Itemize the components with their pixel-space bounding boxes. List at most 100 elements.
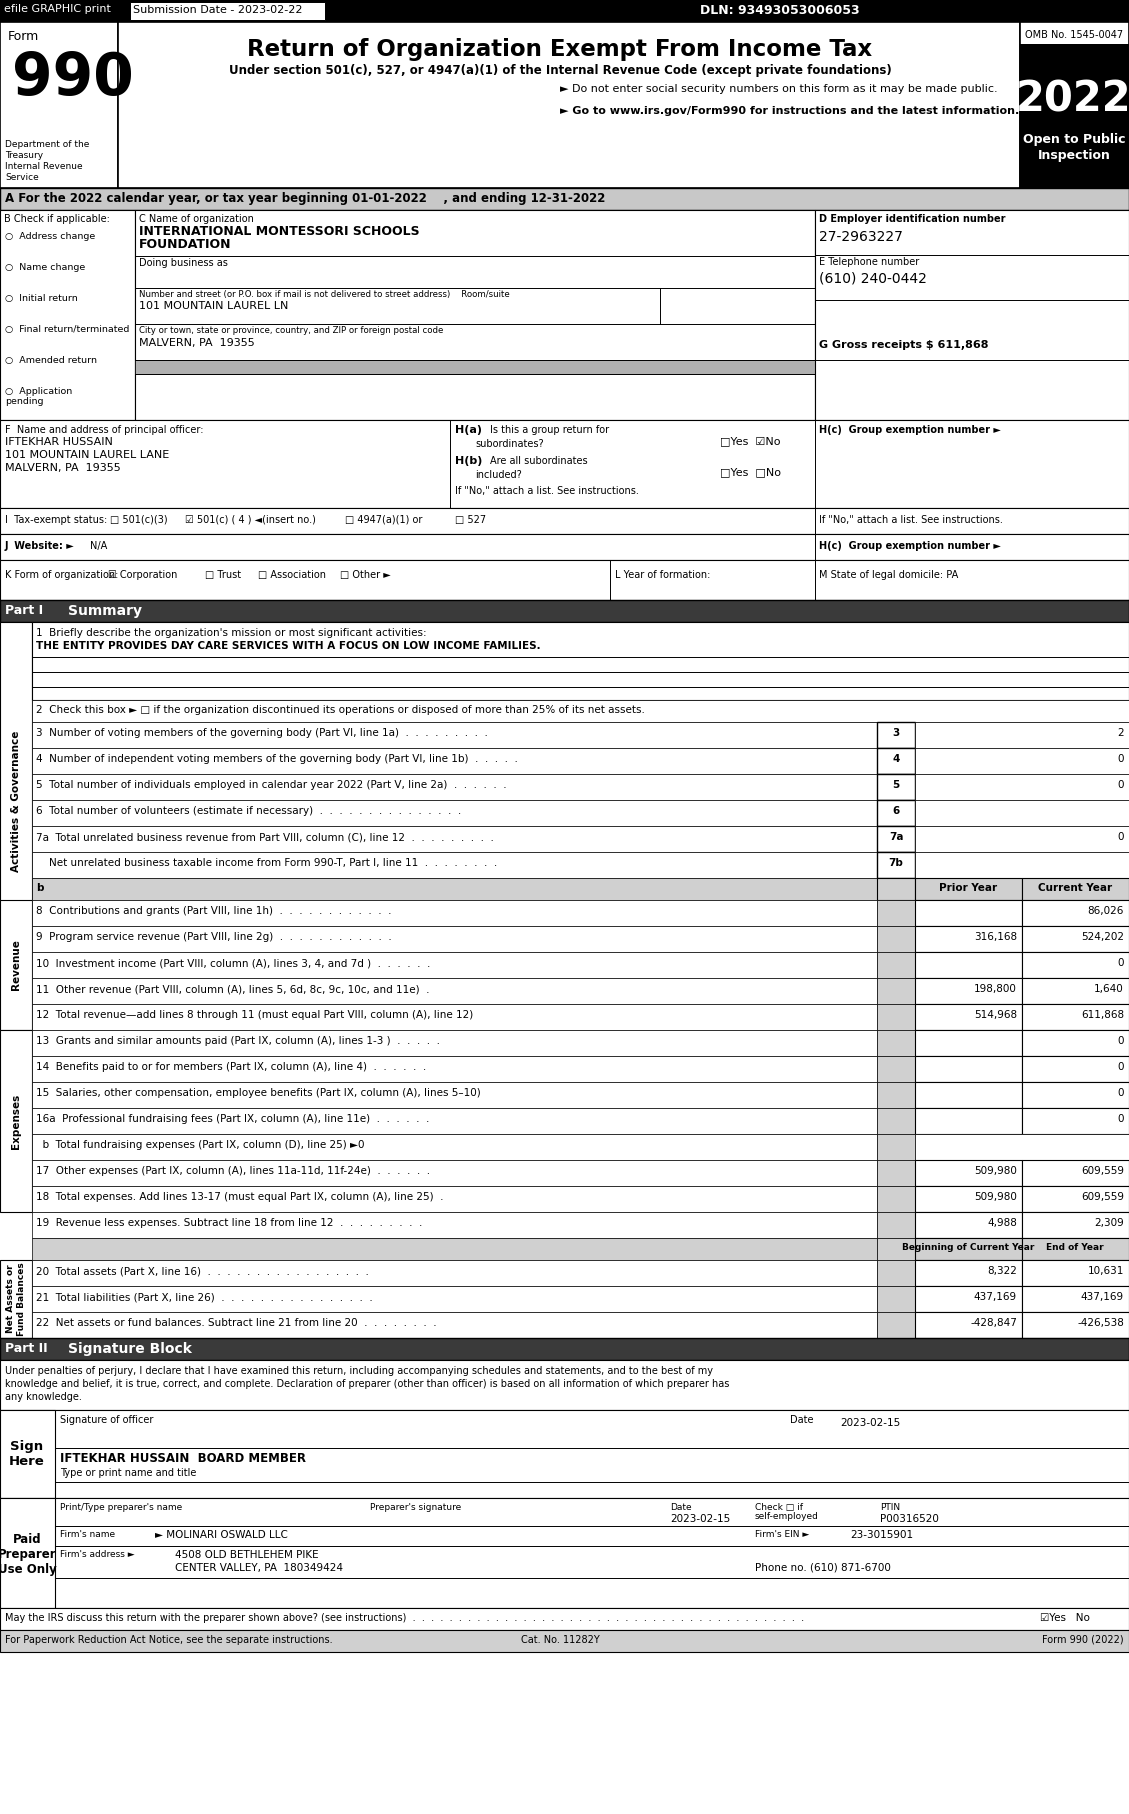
Text: knowledge and belief, it is true, correct, and complete. Declaration of preparer: knowledge and belief, it is true, correc… bbox=[5, 1379, 729, 1390]
Text: C Name of organization: C Name of organization bbox=[139, 214, 254, 223]
Bar bbox=[32, 825, 877, 853]
Bar bbox=[1022, 1286, 1129, 1312]
Bar bbox=[914, 1081, 1022, 1108]
Bar bbox=[877, 925, 914, 952]
Text: Phone no. (610) 871-6700: Phone no. (610) 871-6700 bbox=[755, 1564, 891, 1573]
Bar bbox=[1022, 952, 1129, 978]
Text: Is this a group return for: Is this a group return for bbox=[490, 424, 610, 435]
Text: 6  Total number of volunteers (estimate if necessary)  .  .  .  .  .  .  .  .  .: 6 Total number of volunteers (estimate i… bbox=[36, 805, 462, 816]
Bar bbox=[914, 1159, 1022, 1186]
Bar bbox=[32, 952, 877, 978]
Text: 437,169: 437,169 bbox=[974, 1292, 1017, 1302]
Bar bbox=[1022, 1159, 1129, 1186]
Text: 14  Benefits paid to or for members (Part IX, column (A), line 4)  .  .  .  .  .: 14 Benefits paid to or for members (Part… bbox=[36, 1061, 427, 1072]
Bar bbox=[0, 1339, 1129, 1360]
Text: b  Total fundraising expenses (Part IX, column (D), line 25) ►0: b Total fundraising expenses (Part IX, c… bbox=[36, 1139, 365, 1150]
Text: 101 MOUNTAIN LAUREL LANE: 101 MOUNTAIN LAUREL LANE bbox=[5, 450, 169, 461]
Text: 609,559: 609,559 bbox=[1080, 1192, 1124, 1203]
Bar bbox=[0, 189, 1129, 210]
Text: 524,202: 524,202 bbox=[1080, 932, 1124, 941]
Text: 12  Total revenue—add lines 8 through 11 (must equal Part VIII, column (A), line: 12 Total revenue—add lines 8 through 11 … bbox=[36, 1010, 473, 1019]
Bar bbox=[32, 1261, 877, 1286]
Bar bbox=[1022, 978, 1129, 1003]
Text: Are all subordinates: Are all subordinates bbox=[490, 455, 587, 466]
Text: Net unrelated business taxable income from Form 990-T, Part I, line 11  .  .  . : Net unrelated business taxable income fr… bbox=[36, 858, 497, 869]
Text: Revenue: Revenue bbox=[11, 940, 21, 990]
Text: □ Association: □ Association bbox=[259, 570, 326, 580]
Text: 20  Total assets (Part X, line 16)  .  .  .  .  .  .  .  .  .  .  .  .  .  .  . : 20 Total assets (Part X, line 16) . . . … bbox=[36, 1266, 369, 1275]
Text: any knowledge.: any knowledge. bbox=[5, 1391, 82, 1402]
Bar bbox=[914, 1286, 1022, 1312]
Text: H(a): H(a) bbox=[455, 424, 482, 435]
Bar bbox=[877, 1030, 914, 1056]
Text: 0: 0 bbox=[1118, 1088, 1124, 1097]
Text: 2022: 2022 bbox=[1016, 78, 1129, 120]
Bar bbox=[877, 1108, 914, 1134]
Bar bbox=[877, 1056, 914, 1081]
Text: Number and street (or P.O. box if mail is not delivered to street address)    Ro: Number and street (or P.O. box if mail i… bbox=[139, 290, 510, 299]
Text: H(b): H(b) bbox=[455, 455, 482, 466]
Text: THE ENTITY PROVIDES DAY CARE SERVICES WITH A FOCUS ON LOW INCOME FAMILIES.: THE ENTITY PROVIDES DAY CARE SERVICES WI… bbox=[36, 640, 541, 651]
Text: Internal Revenue: Internal Revenue bbox=[5, 161, 82, 171]
Text: 21  Total liabilities (Part X, line 26)  .  .  .  .  .  .  .  .  .  .  .  .  .  : 21 Total liabilities (Part X, line 26) .… bbox=[36, 1292, 373, 1302]
Text: INTERNATIONAL MONTESSORI SCHOOLS: INTERNATIONAL MONTESSORI SCHOOLS bbox=[139, 225, 420, 238]
Text: ○  Final return/terminated: ○ Final return/terminated bbox=[5, 325, 130, 334]
Bar bbox=[877, 1003, 914, 1030]
Bar bbox=[877, 952, 914, 978]
Bar bbox=[877, 1286, 914, 1312]
Text: L Year of formation:: L Year of formation: bbox=[615, 570, 710, 580]
Text: included?: included? bbox=[475, 470, 522, 481]
Text: 4: 4 bbox=[892, 755, 900, 764]
Text: Date: Date bbox=[669, 1504, 692, 1513]
Text: 609,559: 609,559 bbox=[1080, 1166, 1124, 1175]
Bar bbox=[0, 0, 1129, 22]
Bar bbox=[877, 978, 914, 1003]
Text: 4  Number of independent voting members of the governing body (Part VI, line 1b): 4 Number of independent voting members o… bbox=[36, 755, 518, 764]
Text: Net Assets or
Fund Balances: Net Assets or Fund Balances bbox=[7, 1263, 26, 1335]
Text: 990: 990 bbox=[12, 51, 133, 107]
Bar bbox=[0, 1030, 32, 1212]
Text: Under section 501(c), 527, or 4947(a)(1) of the Internal Revenue Code (except pr: Under section 501(c), 527, or 4947(a)(1)… bbox=[229, 63, 892, 76]
Bar bbox=[914, 1134, 1129, 1159]
Text: 4508 OLD BETHLEHEM PIKE: 4508 OLD BETHLEHEM PIKE bbox=[175, 1549, 318, 1560]
Text: IFTEKHAR HUSSAIN  BOARD MEMBER: IFTEKHAR HUSSAIN BOARD MEMBER bbox=[60, 1451, 306, 1466]
Bar bbox=[1022, 1312, 1129, 1339]
Bar bbox=[914, 825, 1129, 853]
Text: Treasury: Treasury bbox=[5, 151, 43, 160]
Text: 7a: 7a bbox=[889, 833, 903, 842]
Text: Signature Block: Signature Block bbox=[68, 1342, 192, 1357]
Text: ☑ Corporation: ☑ Corporation bbox=[108, 570, 177, 580]
Bar bbox=[32, 1134, 877, 1159]
Text: Doing business as: Doing business as bbox=[139, 258, 228, 268]
Bar bbox=[914, 1030, 1022, 1056]
Text: 22  Net assets or fund balances. Subtract line 21 from line 20  .  .  .  .  .  .: 22 Net assets or fund balances. Subtract… bbox=[36, 1319, 437, 1328]
Text: 611,868: 611,868 bbox=[1080, 1010, 1124, 1019]
Text: Activities & Governance: Activities & Governance bbox=[11, 731, 21, 873]
Bar bbox=[914, 1237, 1022, 1261]
Bar bbox=[877, 1261, 914, 1286]
Text: 16a  Professional fundraising fees (Part IX, column (A), line 11e)  .  .  .  .  : 16a Professional fundraising fees (Part … bbox=[36, 1114, 429, 1125]
Text: E Telephone number: E Telephone number bbox=[819, 258, 919, 267]
Bar bbox=[0, 1631, 1129, 1653]
Bar bbox=[877, 775, 914, 800]
Bar bbox=[914, 978, 1022, 1003]
Text: DLN: 93493053006053: DLN: 93493053006053 bbox=[700, 4, 859, 16]
Text: Print/Type preparer's name: Print/Type preparer's name bbox=[60, 1504, 182, 1513]
Text: 0: 0 bbox=[1118, 780, 1124, 791]
Text: 514,968: 514,968 bbox=[974, 1010, 1017, 1019]
Text: ► Go to www.irs.gov/Form990 for instructions and the latest information.: ► Go to www.irs.gov/Form990 for instruct… bbox=[560, 105, 1019, 116]
Text: H(c)  Group exemption number ►: H(c) Group exemption number ► bbox=[819, 424, 1001, 435]
Text: 0: 0 bbox=[1118, 958, 1124, 969]
Text: 2: 2 bbox=[1118, 727, 1124, 738]
Text: 198,800: 198,800 bbox=[974, 983, 1017, 994]
Text: 2,309: 2,309 bbox=[1094, 1217, 1124, 1228]
Bar bbox=[877, 1159, 914, 1186]
Text: H(c)  Group exemption number ►: H(c) Group exemption number ► bbox=[819, 541, 1001, 551]
Text: ○  Amended return: ○ Amended return bbox=[5, 356, 97, 365]
Text: 316,168: 316,168 bbox=[974, 932, 1017, 941]
Text: Preparer's signature: Preparer's signature bbox=[370, 1504, 462, 1513]
Text: Paid
Preparer
Use Only: Paid Preparer Use Only bbox=[0, 1533, 56, 1576]
Text: ☑Yes   No: ☑Yes No bbox=[1040, 1613, 1089, 1624]
Text: If "No," attach a list. See instructions.: If "No," attach a list. See instructions… bbox=[819, 515, 1003, 524]
Text: □Yes  □No: □Yes □No bbox=[720, 466, 781, 477]
